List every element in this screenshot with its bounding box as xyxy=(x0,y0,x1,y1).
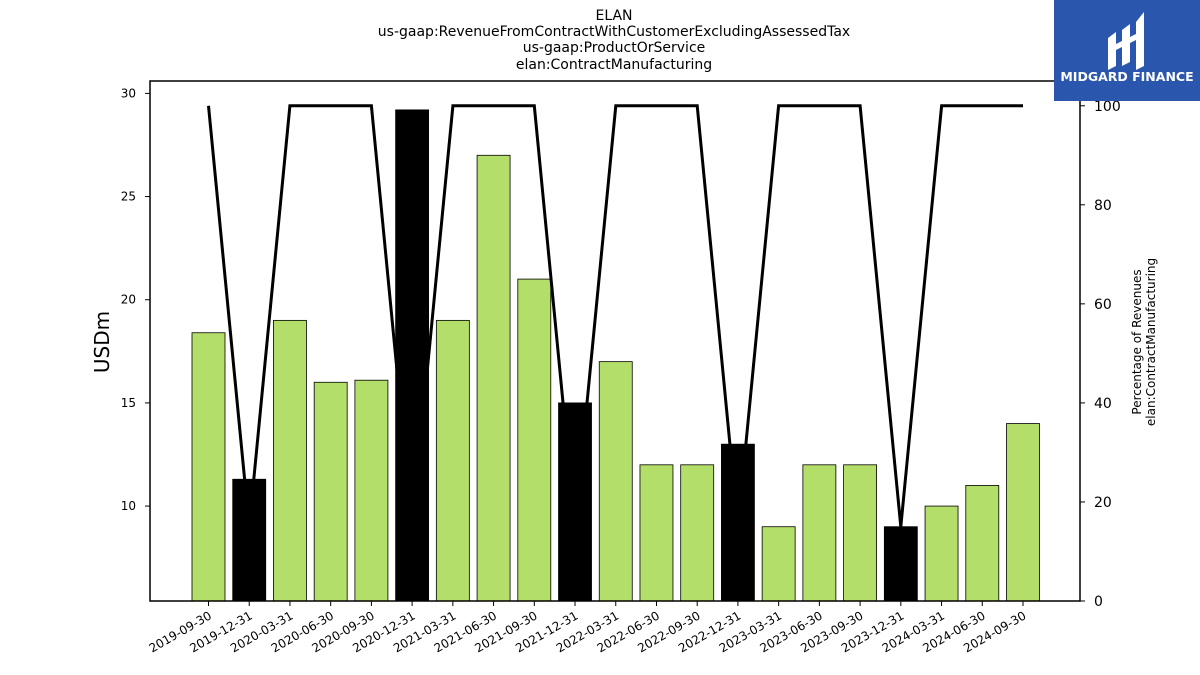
bar-2022-03-31 xyxy=(598,361,633,602)
percentage-line-series xyxy=(207,104,1023,527)
chart-title-line-4: elan:ContractManufacturing xyxy=(516,57,712,73)
left-y-tick-label-30: 30 xyxy=(121,86,136,100)
right-y-axis-label-line-2: elan:ContractManufacturing xyxy=(1144,258,1158,426)
bar-2020-09-30 xyxy=(354,379,389,602)
percentage-line xyxy=(207,104,1023,527)
left-y-tick-label-25: 25 xyxy=(121,190,136,204)
bar-2021-06-30 xyxy=(476,154,511,602)
left-y-tick-label-20: 20 xyxy=(121,293,136,307)
plot-frame xyxy=(149,80,1081,602)
chart-title-line-2: us-gaap:RevenueFromContractWithCustomerE… xyxy=(378,24,850,40)
bar-2019-12-31 xyxy=(232,478,267,602)
bar-2022-09-30 xyxy=(680,464,715,602)
bar-2021-12-31 xyxy=(558,402,592,602)
bar-2023-06-30 xyxy=(802,464,837,602)
bar-2020-12-31 xyxy=(395,109,430,602)
bar-2019-09-30 xyxy=(191,332,226,602)
right-y-axis: 0 20 40 60 80 100 xyxy=(1080,99,1121,610)
bar-2020-06-30 xyxy=(313,381,348,602)
bar-2023-09-30 xyxy=(843,464,877,602)
right-y-tick-label-100: 100 xyxy=(1094,99,1121,115)
bar-2024-06-30 xyxy=(965,485,1000,602)
bar-2021-09-30 xyxy=(517,278,552,602)
bar-2024-03-31 xyxy=(924,505,959,602)
logo-text: MIDGARD FINANCE xyxy=(1060,69,1193,84)
right-y-axis-label-line-1: Percentage of Revenues xyxy=(1130,269,1144,414)
right-y-tick-label-40: 40 xyxy=(1094,396,1112,412)
bar-2023-12-31 xyxy=(883,526,918,602)
right-y-tick-label-0: 0 xyxy=(1094,594,1103,610)
bar-2022-06-30 xyxy=(639,464,674,602)
left-y-tick-label-10: 10 xyxy=(121,499,136,513)
bar-2021-03-31 xyxy=(435,319,470,602)
chart-title: ELAN us-gaap:RevenueFromContractWithCust… xyxy=(378,8,850,73)
chart-title-line-1: ELAN xyxy=(595,8,632,24)
chart-title-line-3: us-gaap:ProductOrService xyxy=(523,40,706,56)
right-y-axis-label: Percentage of Revenues elan:ContractManu… xyxy=(1130,258,1158,426)
bar-2024-09-30 xyxy=(1006,423,1040,602)
bar-2023-03-31 xyxy=(761,526,796,602)
midgard-finance-logo: MIDGARD FINANCE xyxy=(1054,0,1200,101)
left-y-tick-label-15: 15 xyxy=(121,396,136,410)
right-y-tick-label-60: 60 xyxy=(1094,297,1112,313)
left-y-axis: 10 15 20 25 30 xyxy=(121,86,150,513)
right-y-tick-label-20: 20 xyxy=(1094,495,1112,511)
bar-2020-03-31 xyxy=(273,319,307,602)
left-y-axis-label: USDm xyxy=(90,311,114,373)
bar-series xyxy=(191,109,1040,602)
x-axis: 2019-09-302019-12-312020-03-312020-06-30… xyxy=(147,601,1029,655)
midgard-logo-icon xyxy=(1108,12,1144,70)
right-y-tick-label-80: 80 xyxy=(1094,198,1112,214)
